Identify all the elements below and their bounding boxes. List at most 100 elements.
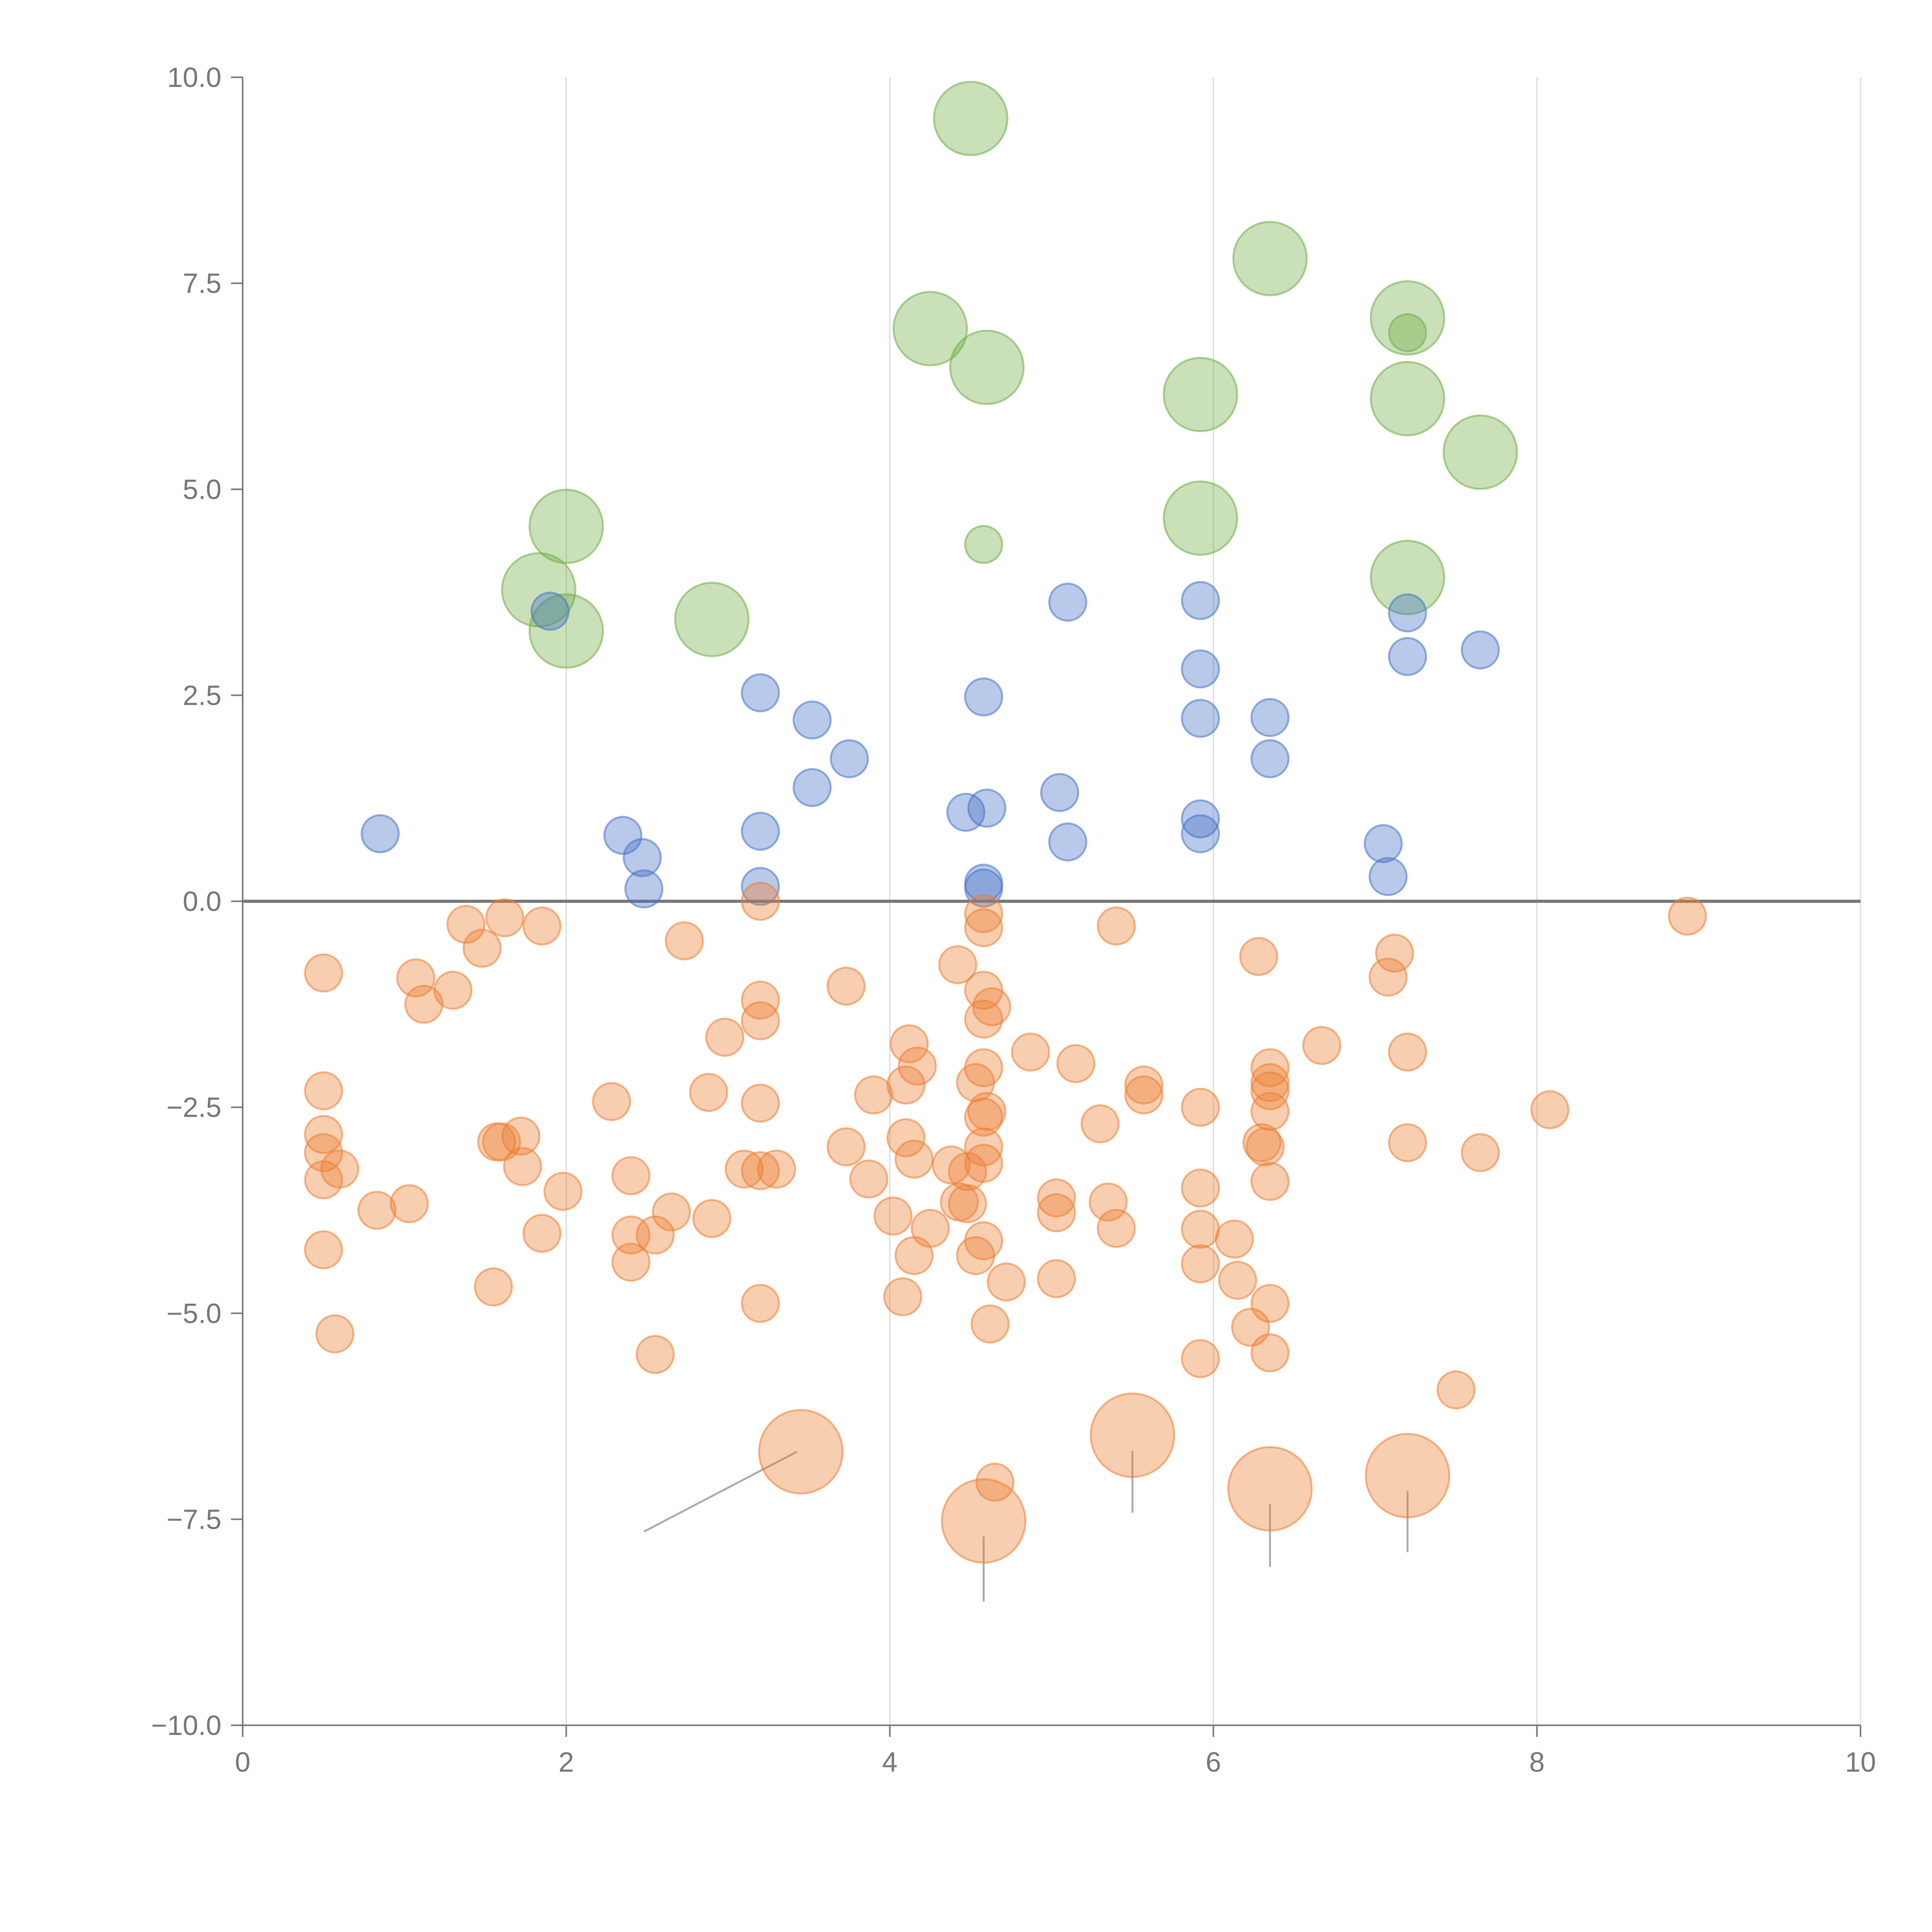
data-point: [1365, 1433, 1451, 1519]
data-point: [886, 1118, 926, 1158]
data-point: [1163, 480, 1238, 556]
y-tick-label-3: −2.5: [167, 1092, 221, 1123]
data-point: [522, 906, 562, 946]
data-point: [1388, 313, 1427, 352]
data-point: [964, 1097, 1003, 1137]
data-point: [741, 1151, 780, 1190]
data-point: [689, 1073, 728, 1112]
data-point: [741, 882, 780, 921]
data-points: [304, 81, 1707, 1602]
data-point: [624, 869, 663, 909]
data-point: [611, 1243, 651, 1282]
data-point: [1388, 593, 1427, 633]
data-point: [1364, 824, 1403, 863]
data-point: [1250, 1092, 1290, 1131]
data-point: [975, 1463, 1015, 1502]
data-point: [1250, 739, 1290, 779]
data-point: [1245, 1127, 1285, 1167]
data-point: [1442, 414, 1518, 490]
data-point: [1048, 822, 1087, 862]
data-point: [1368, 957, 1408, 997]
y-tick-label-7: 7.5: [183, 268, 221, 299]
data-point: [741, 811, 780, 851]
data-point: [636, 1215, 675, 1255]
data-point: [531, 592, 570, 631]
data-point: [592, 1082, 631, 1121]
x-tick-label-3: 6: [1206, 1747, 1221, 1778]
data-point: [1181, 1088, 1220, 1127]
data-point: [757, 1150, 796, 1189]
data-point: [1250, 1162, 1290, 1201]
data-point: [1218, 1260, 1257, 1300]
data-point: [1181, 799, 1220, 838]
data-point: [543, 1172, 583, 1211]
data-point: [892, 291, 968, 366]
y-tick-label-0: −10.0: [151, 1710, 221, 1741]
data-point: [1181, 1244, 1220, 1284]
data-point: [1302, 1026, 1342, 1065]
tick-labels: 0 2 4 6 8 10 −10.0 −7.5 −5.0 −2.5 0.0 2.5 5.0 7.5 10.0: [151, 62, 1876, 1778]
data-point: [357, 1190, 397, 1230]
data-point: [528, 488, 604, 564]
data-point: [1011, 1032, 1050, 1072]
data-point: [304, 1160, 343, 1199]
data-point: [741, 1083, 780, 1123]
data-point: [1163, 357, 1238, 432]
data-point: [1370, 361, 1446, 437]
data-point: [741, 980, 780, 1020]
data-point: [1181, 649, 1220, 689]
data-point: [304, 1133, 343, 1172]
data-point: [941, 1478, 1027, 1564]
data-point: [1368, 857, 1408, 896]
data-point: [1388, 637, 1427, 676]
data-point: [883, 1277, 922, 1316]
data-point: [830, 739, 869, 779]
data-point: [854, 1075, 893, 1115]
data-point: [956, 1236, 995, 1275]
data-point: [1181, 1209, 1220, 1249]
data-point: [1037, 1193, 1076, 1233]
data-point: [1461, 630, 1500, 670]
data-point: [389, 1184, 429, 1223]
data-point: [528, 593, 604, 669]
data-point: [793, 768, 832, 807]
data-point: [873, 1196, 913, 1236]
data-point: [1375, 934, 1414, 973]
data-point: [741, 673, 780, 713]
data-point: [849, 1159, 888, 1199]
data-point: [938, 945, 978, 985]
data-point: [932, 1145, 971, 1185]
data-point: [886, 1065, 926, 1105]
data-point: [1181, 814, 1220, 854]
data-point: [304, 1230, 343, 1270]
data-point: [1048, 582, 1087, 622]
data-point: [1250, 1333, 1290, 1372]
data-point: [692, 1199, 731, 1238]
data-point: [898, 1046, 937, 1086]
x-tick-label-2: 4: [882, 1747, 898, 1778]
data-point: [964, 894, 1003, 933]
data-point: [1250, 1063, 1290, 1102]
data-point: [1080, 1104, 1120, 1143]
data-point: [741, 1284, 780, 1323]
data-point: [705, 1017, 745, 1057]
data-point: [741, 867, 780, 906]
data-point: [304, 953, 343, 993]
axes: [231, 77, 1861, 1737]
data-point: [724, 1150, 764, 1189]
data-point: [948, 1184, 987, 1223]
data-point: [603, 816, 643, 855]
x-tick-label-5: 10: [1845, 1747, 1876, 1778]
data-point: [485, 898, 524, 937]
y-tick-label-1: −7.5: [167, 1504, 221, 1535]
data-point: [503, 1147, 542, 1186]
y-tick-label-5: 2.5: [183, 680, 221, 711]
data-point: [396, 958, 435, 998]
data-point: [986, 1262, 1026, 1302]
data-point: [622, 838, 662, 877]
data-point: [964, 677, 1003, 717]
data-point: [1056, 1044, 1095, 1083]
data-point: [1124, 1065, 1163, 1105]
data-point: [1088, 1182, 1128, 1222]
